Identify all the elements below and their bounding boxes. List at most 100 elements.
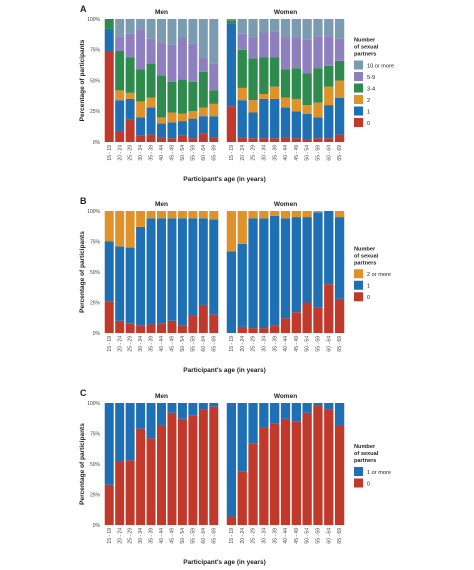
x-tick-label: 45 - 49 xyxy=(294,145,300,161)
x-tick-label: 30 - 34 xyxy=(261,336,267,352)
x-tick-label: 30 - 34 xyxy=(261,145,267,161)
bar-segment xyxy=(248,58,258,101)
bar-segment xyxy=(291,98,301,112)
bar-segment xyxy=(104,484,114,525)
bar-segment xyxy=(157,323,166,333)
bar-segment xyxy=(125,33,135,58)
bar-segment xyxy=(248,138,258,142)
x-tick-label: 15 - 19 xyxy=(107,336,113,352)
legend-title: partners xyxy=(354,52,376,58)
y-tick-label: 25% xyxy=(90,492,101,498)
legend-swatch xyxy=(354,60,363,70)
legend-label: 1 xyxy=(367,109,370,115)
x-tick-label: 30 - 34 xyxy=(138,528,144,544)
bar-segment xyxy=(226,23,237,107)
bar-segment xyxy=(167,211,177,219)
y-tick-label: 100% xyxy=(87,209,100,215)
bar-segment xyxy=(302,403,312,413)
bar-segment xyxy=(157,42,166,76)
bar-segment xyxy=(115,19,125,37)
bar-segment xyxy=(259,328,269,333)
bar-segment xyxy=(313,102,323,118)
bar-segment xyxy=(334,217,345,299)
y-tick-label: 75% xyxy=(90,239,101,245)
bar-segment xyxy=(125,247,135,324)
bar-segment xyxy=(209,137,219,142)
bar-segment xyxy=(188,211,198,219)
bar-segment xyxy=(302,113,312,140)
x-tick-label: 25 - 29 xyxy=(251,336,257,352)
panel-letter: A xyxy=(80,4,87,14)
bar-segment xyxy=(291,111,301,139)
bar-segment xyxy=(226,403,237,517)
bar-segment xyxy=(324,138,334,142)
bar-segment xyxy=(198,19,208,58)
bar-segment xyxy=(198,218,208,305)
bar-segment xyxy=(198,107,208,117)
bar-segment xyxy=(248,328,258,333)
y-tick-label: 50% xyxy=(90,78,101,84)
legend-label: 1 xyxy=(367,284,370,290)
bar-segment xyxy=(280,403,291,419)
bar-segment xyxy=(157,75,166,118)
legend-title: of sexual xyxy=(354,45,379,51)
bar-segment xyxy=(115,461,125,525)
bar-segment xyxy=(270,211,280,216)
x-tick-label: 35 - 39 xyxy=(149,528,155,544)
bar-segment xyxy=(136,211,146,227)
bar-segment xyxy=(209,403,219,407)
y-tick-label: 25% xyxy=(90,300,101,306)
bar-segment xyxy=(157,117,166,124)
bar-segment xyxy=(198,116,208,134)
bar-segment xyxy=(209,116,219,138)
bar-segment xyxy=(188,118,198,139)
facet-title: Men xyxy=(155,201,168,208)
x-tick-label: 60 - 64 xyxy=(326,145,332,161)
bar-segment xyxy=(167,403,177,413)
bar-segment xyxy=(237,403,247,472)
x-axis-title: Participant's age (in years) xyxy=(183,559,265,566)
bar-segment xyxy=(136,403,146,429)
bar-segment xyxy=(248,443,258,525)
bar-segment xyxy=(313,405,323,525)
bar-segment xyxy=(188,81,198,112)
bar-segment xyxy=(313,68,323,103)
bar-segment xyxy=(226,20,237,24)
x-tick-label: 50 - 54 xyxy=(305,145,311,161)
bar-segment xyxy=(157,211,166,219)
bar-segment xyxy=(198,71,208,108)
y-axis-title: Percentage of participants xyxy=(79,423,86,505)
bar-segment xyxy=(115,403,125,462)
bar-segment xyxy=(237,100,247,138)
bar-segment xyxy=(280,418,291,525)
legend-swatch xyxy=(354,478,363,488)
bar-segment xyxy=(259,138,269,142)
x-tick-label: 55 - 59 xyxy=(316,145,322,161)
facet-men: Men 15 - 19 20 - 24 25 - 29 30 - 34 35 - 39 40… xyxy=(104,9,219,161)
bar-segment xyxy=(136,19,146,31)
bar-segment xyxy=(209,63,219,91)
bar-segment xyxy=(313,138,323,142)
bar-segment xyxy=(291,217,301,313)
bar-segment xyxy=(167,320,177,333)
bar-segment xyxy=(209,103,219,117)
legend-label: 5-9 xyxy=(367,75,375,81)
y-axis-title: Percentage of participants xyxy=(79,39,86,121)
bar-segment xyxy=(259,57,269,95)
bar-segment xyxy=(104,403,114,485)
bar-segment xyxy=(188,415,198,525)
bar-segment xyxy=(302,412,312,525)
bar-segment xyxy=(302,139,312,142)
y-tick-label: 50% xyxy=(90,270,101,276)
bar-segment xyxy=(104,50,114,143)
bar-segment xyxy=(104,241,114,302)
bar-segment xyxy=(270,98,280,139)
bar-segment xyxy=(313,36,323,69)
x-tick-label: 30 - 34 xyxy=(261,528,267,544)
legend-label: 10 or more xyxy=(367,63,394,69)
y-tick-label: 0% xyxy=(93,523,101,529)
bar-segment xyxy=(302,19,312,40)
bar-segment xyxy=(226,251,237,333)
bar-segment xyxy=(157,218,166,324)
bar-segment xyxy=(237,137,247,142)
